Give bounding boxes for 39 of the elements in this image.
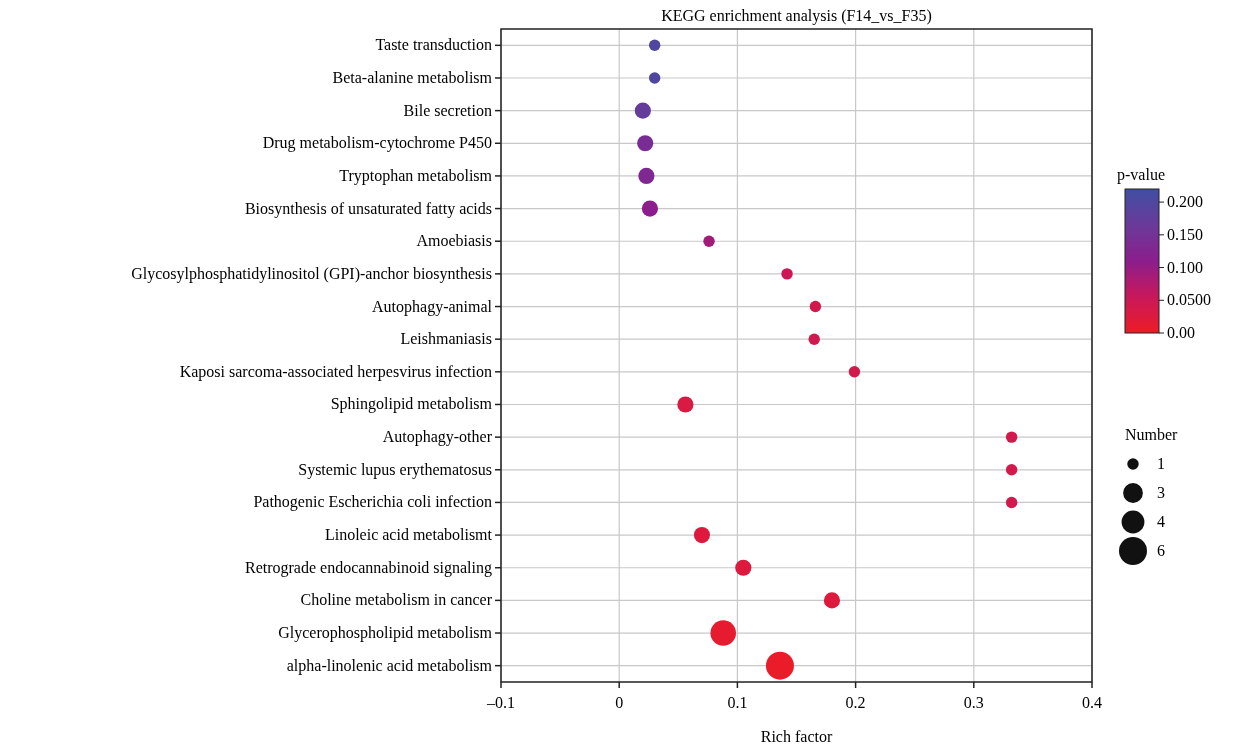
y-tick-label: Glycerophospholipid metabolism [278,624,493,643]
y-tick-label: Retrograde endocannabinoid signaling [244,558,492,577]
color-bar-label: 0.150 [1167,225,1203,243]
color-bar-label: 0.00 [1167,324,1195,341]
y-tick-label: Tryptophan metabolism [339,166,493,185]
y-tick-label: Autophagy-animal [372,297,493,316]
x-tick-label: 0.3 [963,694,984,711]
y-tick-label: alpha-linolenic acid metabolism [286,656,493,675]
legend-label: 1 [1157,455,1165,472]
x-tick-label: 0.1 [727,694,748,711]
y-tick-label: Bile secretion [403,101,492,119]
x-tick-label: 0.2 [845,694,866,711]
color-bar-label: 0.100 [1167,258,1203,276]
y-tick-label: Biosynthesis of unsaturated fatty acids [244,199,492,218]
x-tick-label: –0.1 [486,694,515,711]
legend-title: Number [1125,426,1179,443]
y-tick-label: Choline metabolism in cancer [300,591,493,609]
y-tick-label: Pathogenic Escherichia coli infection [253,493,492,512]
color-bar-title: p-value [1117,166,1165,184]
y-tick-label: Taste transduction [375,36,492,54]
legend-label: 6 [1157,542,1165,559]
y-tick-label: Leishmaniasis [400,330,492,348]
x-tick-label: 0.4 [1082,694,1102,711]
legend-label: 3 [1157,484,1165,501]
color-bar-label: 0.0500 [1167,291,1211,309]
x-tick-label: 0 [615,694,624,711]
legend-label: 4 [1157,513,1165,530]
y-tick-label: Glycosylphosphatidylinositol (GPI)-anchor biosynthesis [131,264,492,283]
color-bar-label: 0.200 [1167,193,1203,211]
y-tick-label: Linoleic acid metabolismt [324,526,493,544]
chart-title: KEGG enrichment analysis (F14_vs_F35) [661,7,932,25]
y-tick-label: Autophagy-other [382,428,493,447]
y-tick-label: Amoebiasis [416,232,492,250]
y-tick-label: Beta-alanine metabolism [332,68,493,86]
y-tick-label: Kaposi sarcoma-associated herpesvirus infection [179,362,492,381]
y-tick-label: Systemic lupus erythematosus [298,460,492,479]
y-tick-label: Drug metabolism-cytochrome P450 [262,134,492,153]
y-tick-label: Sphingolipid metabolism [330,395,493,414]
x-axis-title: Rich factor [760,728,833,745]
